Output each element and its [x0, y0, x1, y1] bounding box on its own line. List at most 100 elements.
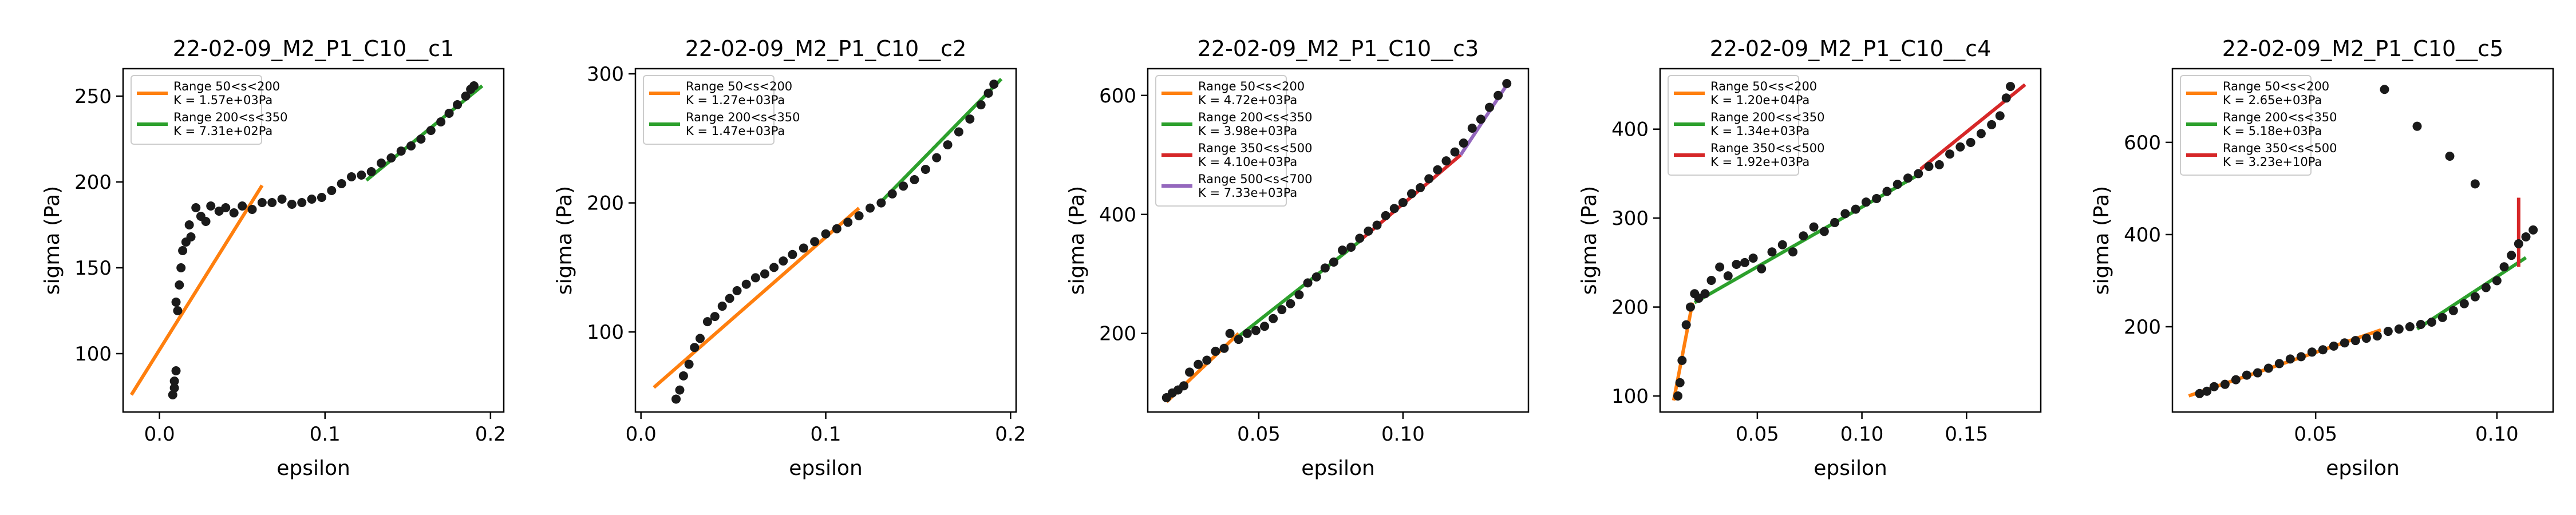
- y-axis-label: sigma (Pa): [1578, 186, 1601, 295]
- x-tick-label: 0.10: [1840, 423, 1884, 446]
- data-point: [2528, 225, 2538, 235]
- data-point: [684, 359, 694, 369]
- data-point: [377, 159, 386, 168]
- data-point: [943, 140, 953, 150]
- data-point: [1219, 343, 1229, 353]
- data-point: [2380, 85, 2389, 94]
- data-point: [2383, 327, 2393, 336]
- data-point: [1987, 120, 1997, 129]
- data-point: [1346, 242, 1356, 252]
- data-point: [1364, 226, 1373, 236]
- data-point: [2296, 352, 2306, 362]
- data-point: [2448, 306, 2458, 315]
- data-point: [760, 269, 769, 279]
- data-point: [887, 189, 897, 199]
- data-point: [1799, 231, 1808, 241]
- data-point: [690, 343, 700, 352]
- legend-entry-name: Range 50<s<200: [173, 80, 280, 93]
- data-point: [1494, 90, 1503, 100]
- y-tick-label: 100: [587, 321, 624, 344]
- data-point: [2394, 324, 2404, 334]
- data-point: [1277, 305, 1287, 315]
- legend-entry-name: Range 200<s<350: [173, 110, 288, 124]
- data-point: [469, 81, 479, 90]
- data-point: [2242, 370, 2251, 380]
- y-axis-label: sigma (Pa): [1065, 186, 1089, 295]
- data-point: [725, 294, 734, 303]
- data-point: [168, 390, 177, 399]
- chart-title: 22-02-09_M2_P1_C10__c4: [1710, 36, 1992, 61]
- y-tick-label: 400: [1611, 118, 1649, 141]
- legend-entry-name: Range 200<s<350: [1198, 110, 1313, 124]
- data-point: [1424, 174, 1434, 184]
- data-point: [1484, 102, 1494, 112]
- data-point: [287, 200, 297, 209]
- data-point: [732, 286, 742, 295]
- legend-entry-name: Range 350<s<500: [1198, 141, 1313, 155]
- data-point: [2318, 345, 2328, 355]
- data-point: [1320, 263, 1330, 273]
- legend-entry-param: K = 3.98e+03Pa: [1198, 124, 1297, 138]
- legend-entry-name: Range 50<s<200: [1710, 80, 1817, 93]
- legend-entry-param: K = 1.92e+03Pa: [1710, 155, 1809, 169]
- data-point: [965, 114, 975, 124]
- data-point: [2329, 341, 2338, 351]
- data-point: [2521, 232, 2531, 241]
- legend-entry-param: K = 1.20e+04Pa: [1710, 93, 1809, 107]
- fit-line-1: [129, 184, 264, 396]
- legend-box: [1155, 75, 1287, 207]
- data-point: [2263, 363, 2273, 373]
- data-point: [1416, 183, 1425, 192]
- data-point: [1685, 302, 1695, 312]
- data-point: [1903, 173, 1913, 183]
- data-point: [178, 246, 188, 255]
- data-point: [1757, 264, 1767, 274]
- data-point: [171, 366, 181, 375]
- y-tick-label: 200: [2124, 316, 2161, 339]
- data-point: [1840, 209, 1850, 219]
- data-point: [899, 181, 908, 191]
- chart-title: 22-02-09_M2_P1_C10__c3: [1198, 36, 1479, 61]
- chart-panel-1: 0.0 0.1 0.2 100 150 200 250 22-02-09_M2_P1_C10_…: [41, 36, 506, 480]
- x-tick-label: 0.2: [475, 423, 506, 446]
- data-point: [832, 224, 841, 233]
- data-point: [1893, 180, 1902, 189]
- legend-entry-param: K = 1.27e+03Pa: [686, 93, 785, 107]
- legend-entry-param: K = 3.23e+10Pa: [2223, 155, 2322, 169]
- data-point: [1740, 258, 1749, 267]
- y-tick-label: 400: [2124, 224, 2161, 247]
- data-point: [1398, 197, 1408, 207]
- data-point: [2253, 368, 2262, 378]
- legend-entry-name: Range 200<s<350: [686, 110, 800, 124]
- fit-line-2: [880, 77, 1003, 203]
- data-point: [2416, 319, 2425, 329]
- data-point: [750, 273, 760, 283]
- chart-title: 22-02-09_M2_P1_C10__c1: [173, 36, 455, 61]
- legend-entry-name: Range 50<s<200: [1198, 80, 1305, 93]
- data-point: [238, 201, 247, 211]
- data-point: [1934, 160, 1944, 169]
- data-point: [799, 243, 808, 253]
- data-point: [2361, 334, 2371, 343]
- data-point: [1788, 247, 1798, 257]
- legend-entry-param: K = 5.18e+03Pa: [2223, 124, 2322, 138]
- data-point: [2006, 82, 2016, 92]
- data-point: [2405, 322, 2415, 332]
- data-point: [1976, 129, 1986, 138]
- chart-panel-5: 0.05 0.10 200 400 600 22-02-09_M2_P1_C10__c5e…: [2090, 36, 2554, 480]
- data-point: [186, 232, 196, 241]
- data-point: [201, 217, 211, 226]
- data-point: [247, 205, 257, 214]
- legend-entry-name: Range 200<s<350: [2223, 110, 2337, 124]
- y-tick-label: 600: [2124, 132, 2161, 154]
- data-point: [810, 237, 820, 247]
- data-point: [169, 383, 179, 393]
- x-tick-label: 0.10: [2475, 423, 2519, 446]
- data-point: [2437, 312, 2447, 322]
- legend-entry-name: Range 350<s<500: [1710, 141, 1825, 155]
- data-point: [1234, 335, 1243, 344]
- data-point: [1406, 189, 1416, 199]
